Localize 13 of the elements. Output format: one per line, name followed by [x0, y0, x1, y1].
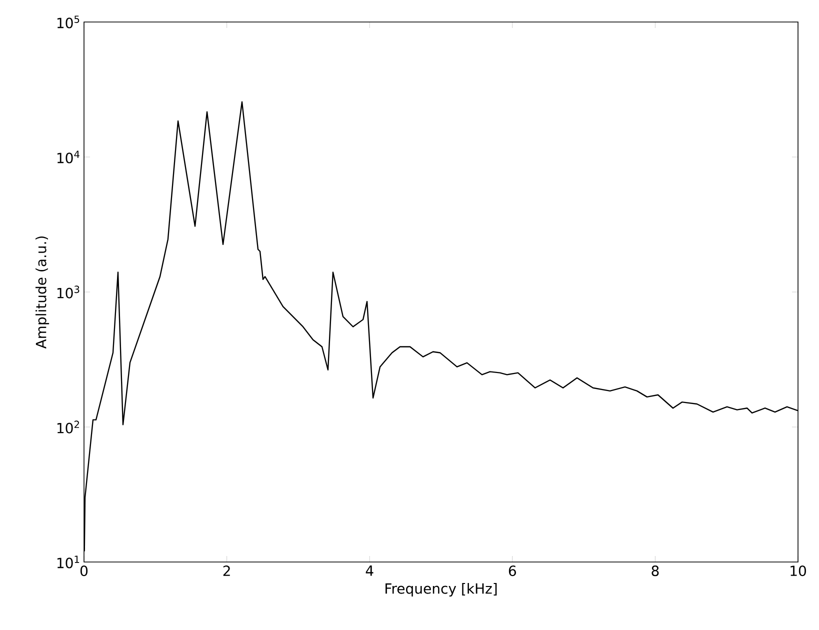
y-tick-label: 10$^{1}$ — [57, 556, 80, 568]
x-tick-label: 6 — [508, 566, 516, 576]
x-tick-label: 10 — [790, 566, 806, 576]
x-tick-label: 2 — [223, 566, 230, 576]
x-tick-label: 8 — [652, 566, 659, 576]
x-axis-title: Frequency [kHz] — [386, 582, 497, 597]
y-tick-label: 10$^{3}$ — [57, 286, 80, 298]
x-tick-label: 4 — [366, 566, 374, 576]
y-tick-label: 10$^{5}$ — [57, 16, 80, 28]
y-tick-label: 10$^{2}$ — [57, 420, 79, 434]
y-tick-label: 10$^{4}$ — [57, 150, 80, 164]
y-axis-title: Amplitude (a.u.) — [36, 236, 50, 349]
x-tick-label: 0 — [80, 566, 88, 576]
